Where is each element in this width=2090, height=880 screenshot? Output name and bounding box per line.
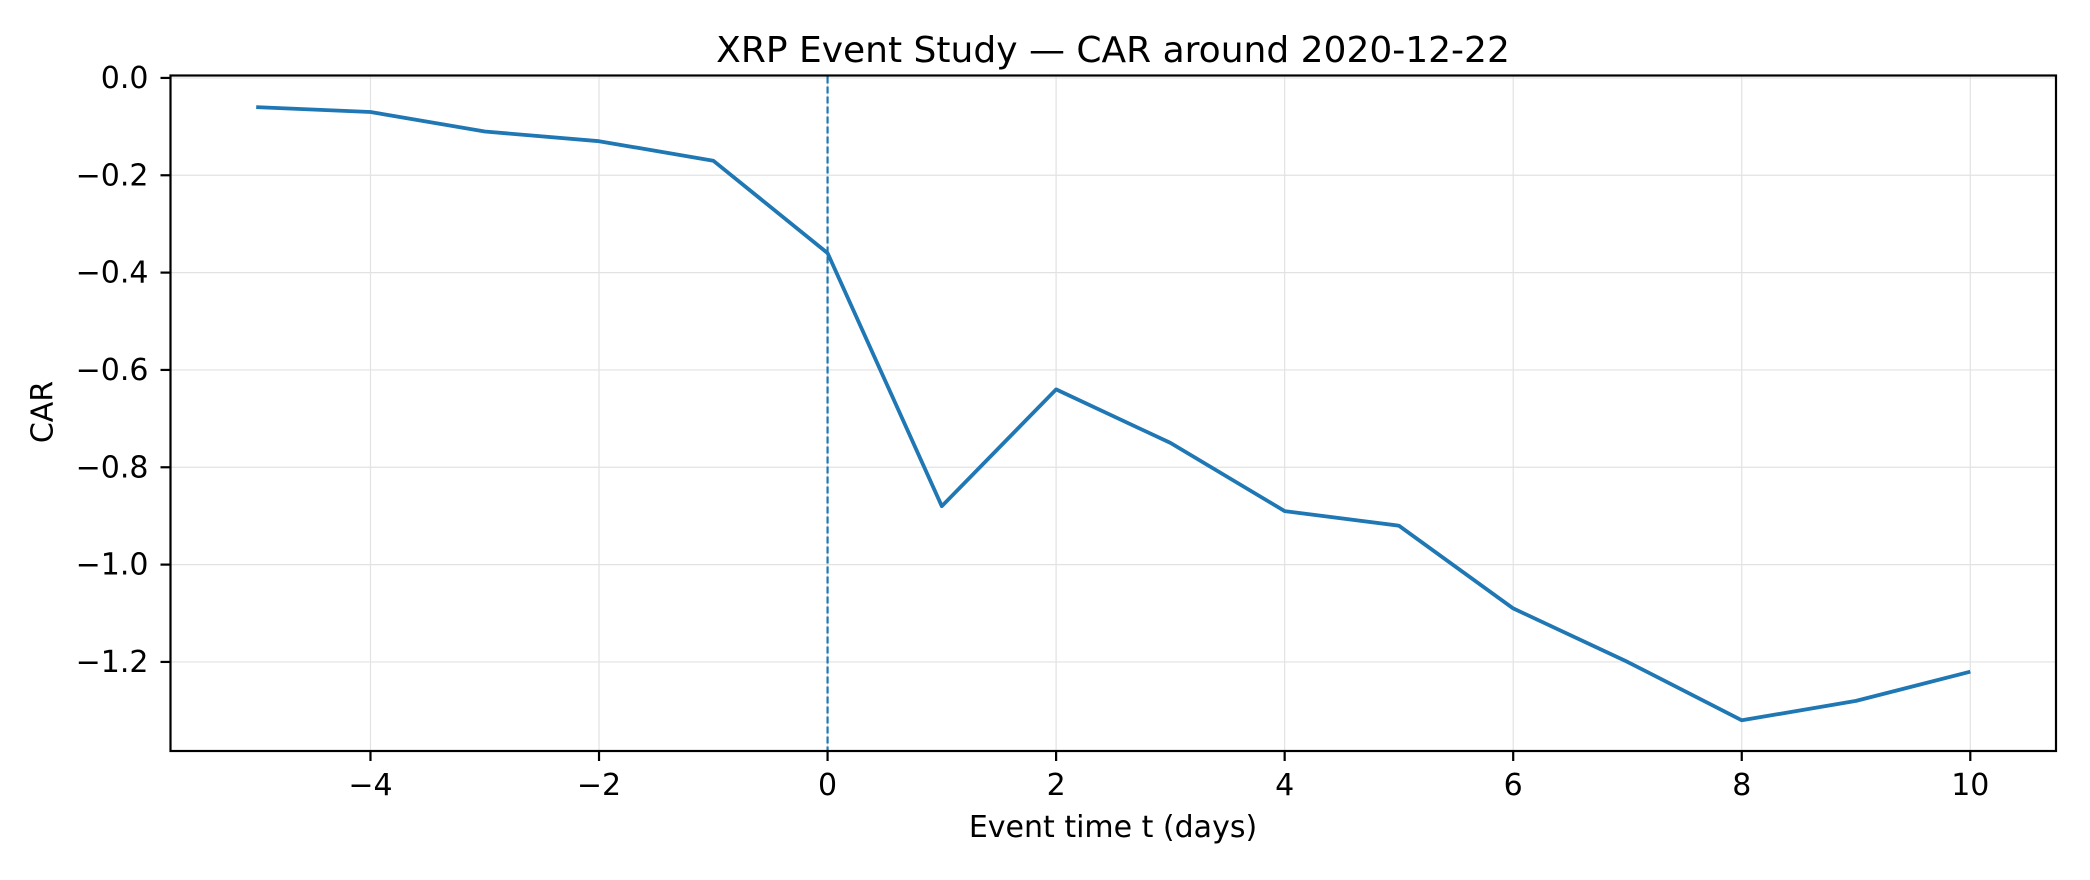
x-tick-label: 0 <box>818 768 837 803</box>
y-tick-label: 0.0 <box>101 61 149 96</box>
y-axis-ticks: 0.0 −0.2 −0.4 −0.6 −0.8 −1.0 −1.2 <box>76 61 171 680</box>
axes-box <box>169 74 2058 753</box>
x-tick-label: −2 <box>577 768 621 803</box>
x-axis-label: Event time t (days) <box>968 810 1258 845</box>
y-tick-label: −1.0 <box>76 548 149 583</box>
x-axis-ticks: −4 −2 0 2 4 6 8 10 <box>348 751 1989 803</box>
grid <box>170 75 2056 751</box>
x-tick-label: 8 <box>1732 768 1751 803</box>
x-tick-label: 10 <box>1951 768 1989 803</box>
y-axis-label: CAR <box>25 380 61 444</box>
x-tick-label: −4 <box>348 768 392 803</box>
x-tick-label: 4 <box>1275 768 1294 803</box>
chart-title: XRP Event Study — CAR around 2020-12-22 <box>716 30 1510 71</box>
y-tick-label: −0.2 <box>76 158 149 193</box>
y-tick-label: −0.8 <box>76 450 149 485</box>
x-tick-label: 2 <box>1047 768 1066 803</box>
y-tick-label: −1.2 <box>76 645 149 680</box>
car-series-line <box>256 105 1971 723</box>
x-tick-label: 6 <box>1504 768 1523 803</box>
y-tick-label: −0.4 <box>76 256 149 291</box>
y-tick-label: −0.6 <box>76 353 149 388</box>
